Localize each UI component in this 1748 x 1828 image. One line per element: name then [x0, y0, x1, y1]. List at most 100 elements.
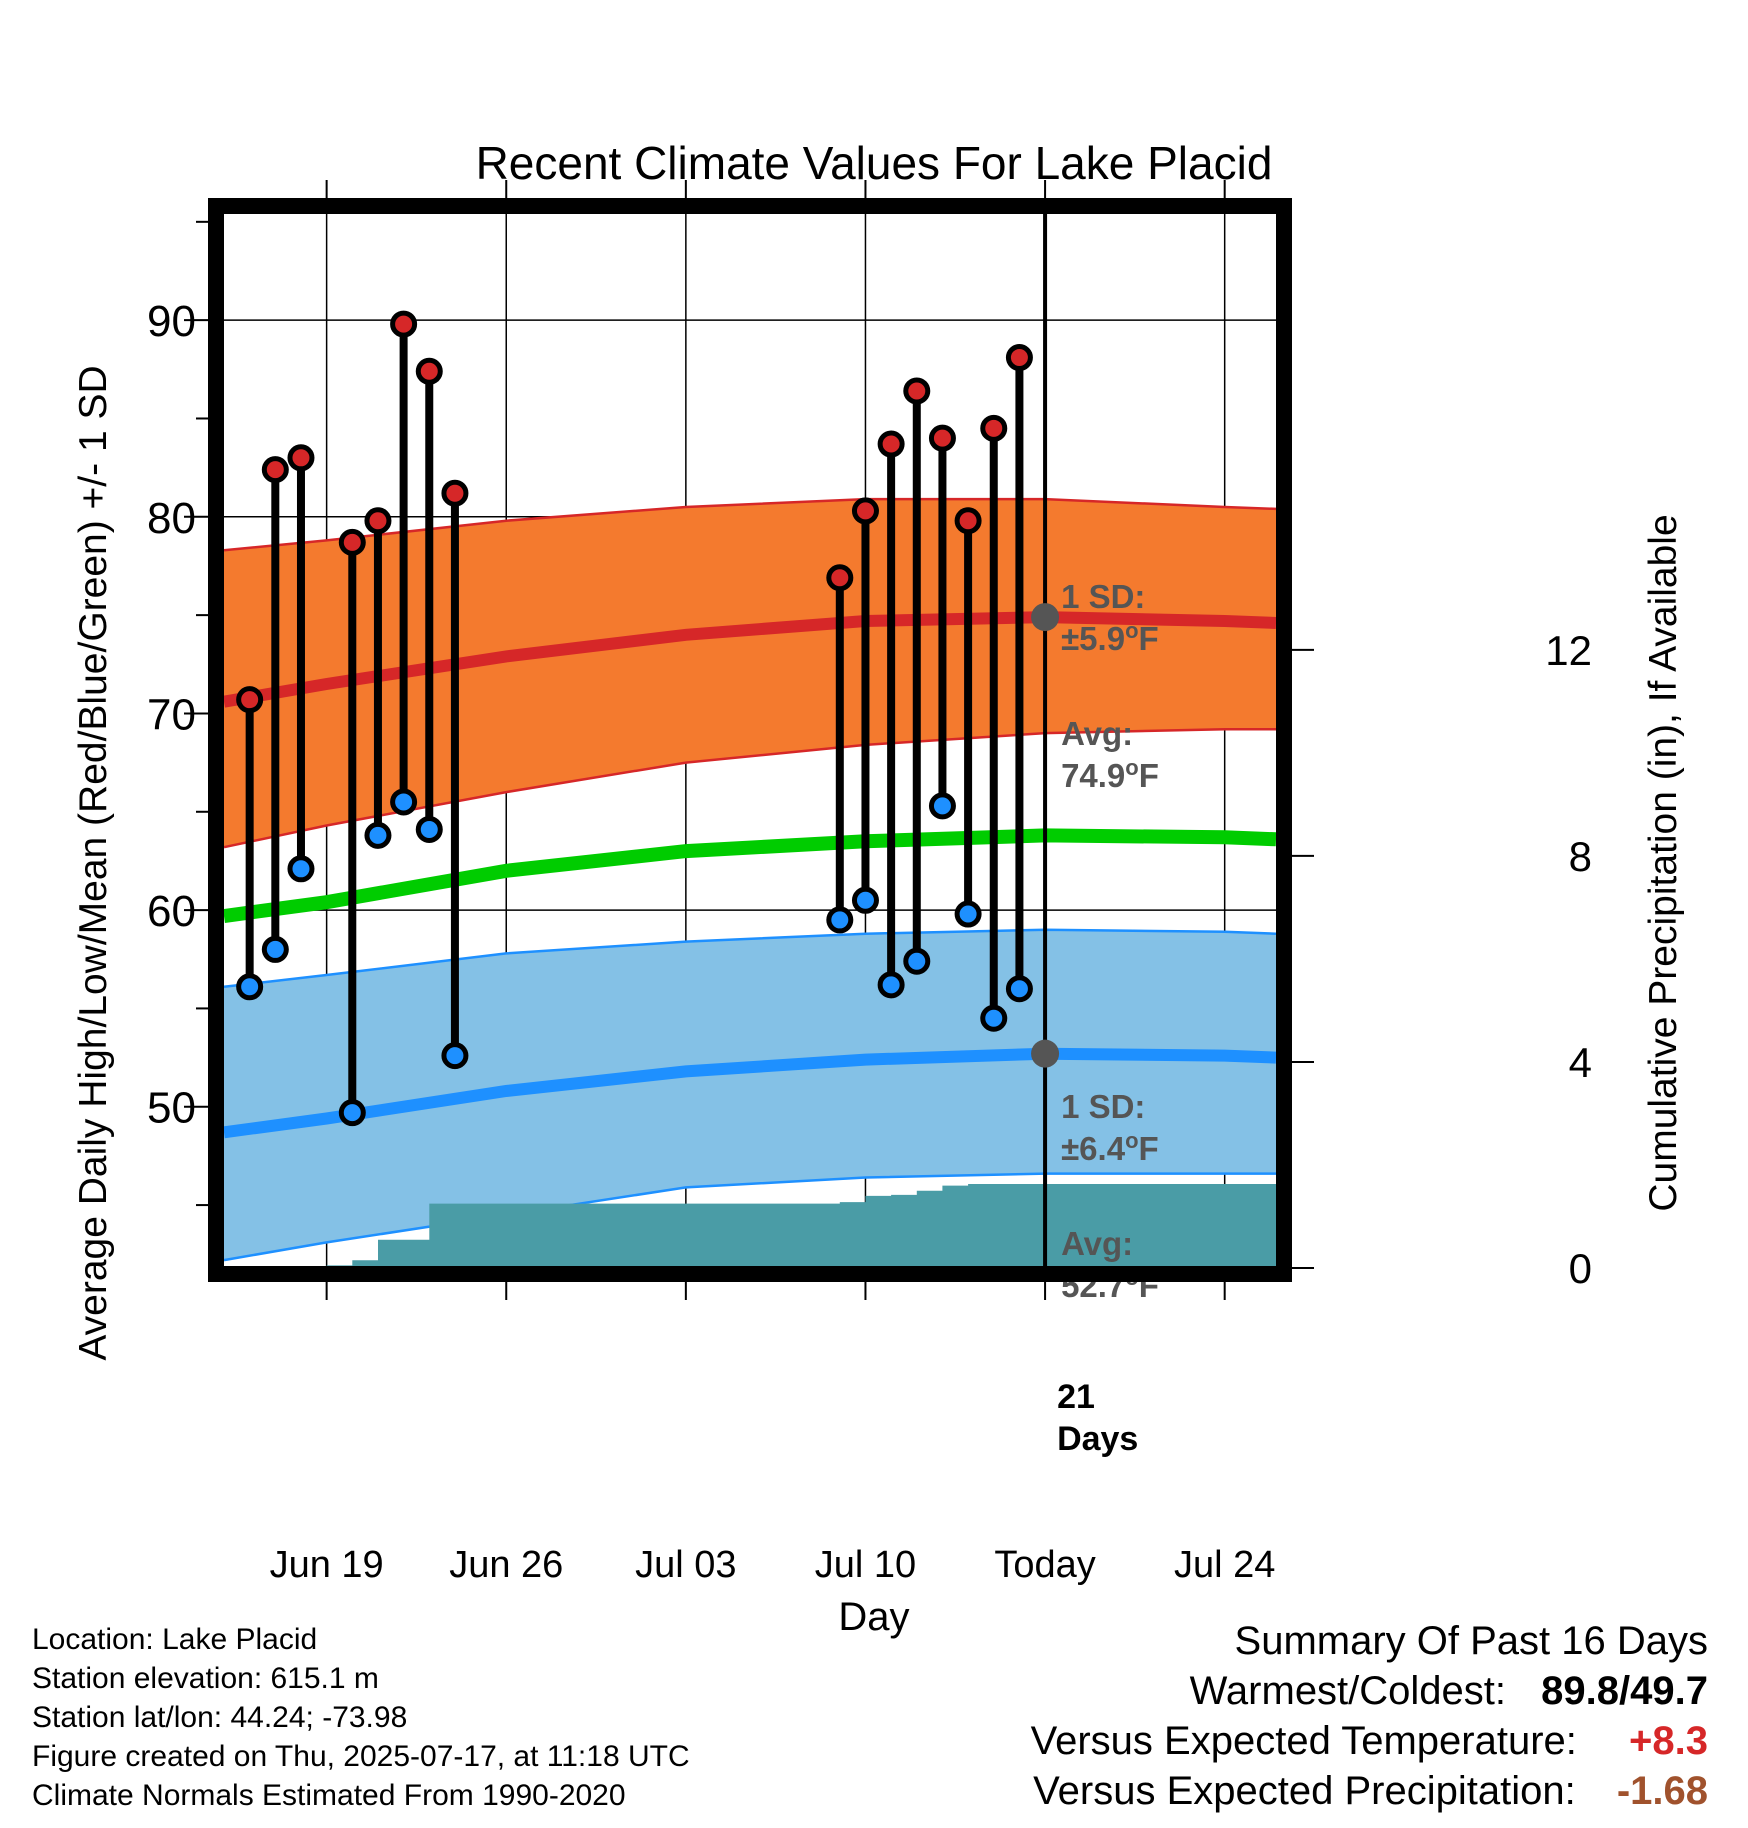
x-tick-label: Today: [994, 1544, 1095, 1586]
y2-tick-label: 0: [1569, 1245, 1592, 1292]
x-axis-label: Day: [838, 1595, 909, 1639]
observation-2025-06-23: [415, 357, 443, 843]
high-point: [364, 507, 392, 535]
high-sd-label: 1 SD:: [1061, 578, 1145, 615]
low-sd-label: 1 SD:: [1061, 1088, 1145, 1125]
observation-2025-07-15: [980, 414, 1008, 1032]
high-point: [261, 456, 289, 484]
high-avg-value: 74.9oF: [1061, 755, 1159, 794]
high-point: [287, 444, 315, 472]
coldest-value: 49.7: [1630, 1669, 1708, 1713]
low-point: [980, 1004, 1008, 1032]
high-avg-label: Avg:: [1061, 715, 1133, 752]
observation-2025-06-16: [236, 686, 264, 1001]
summary-title: Summary Of Past 16 Days: [1234, 1619, 1708, 1663]
observation-2025-07-12: [903, 377, 931, 975]
summary-precip-row: Versus Expected Precipitation: -1.68: [1031, 1766, 1708, 1816]
precipitation-area-fill: [224, 1183, 1276, 1268]
high-sd-value-value: ±5.9: [1061, 620, 1125, 657]
warmest-value: 89.8: [1541, 1669, 1620, 1713]
low-sd-value-value: ±6.4: [1061, 1130, 1126, 1167]
days-number: 21: [1057, 1378, 1095, 1416]
precipitation-area: [224, 1183, 1276, 1268]
station-info: Location: Lake Placid Station elevation:…: [32, 1620, 690, 1815]
observation-2025-06-17: [261, 456, 289, 963]
low-point: [826, 906, 854, 934]
x-tick-label: Jul 03: [635, 1544, 736, 1586]
observation-2025-06-21: [364, 507, 392, 849]
y-tick-label: 80: [147, 494, 196, 543]
plot-frame: [208, 198, 1292, 1282]
low-lower-sd-line: [223, 1172, 1276, 1262]
low-sd-value-degree: o: [1125, 1128, 1138, 1153]
chart-title: Recent Climate Values For Lake Placid: [476, 137, 1273, 189]
high-point: [826, 564, 854, 592]
high-avg-value-value: 74.9: [1061, 757, 1125, 794]
high-sd-value-unit: F: [1139, 620, 1159, 657]
low-point: [261, 935, 289, 963]
value-separator: /: [1619, 1669, 1631, 1713]
observed-temperatures: [236, 310, 1033, 1127]
latlon-text: Station lat/lon: 44.24; -73.98: [32, 1701, 408, 1734]
high-point: [903, 377, 931, 405]
days-word: Days: [1057, 1420, 1138, 1458]
x-tick-label: Jul 24: [1174, 1544, 1275, 1586]
high-point: [877, 430, 905, 458]
low-point: [338, 1099, 366, 1127]
y-tick-label: 90: [147, 297, 196, 346]
high-point: [980, 414, 1008, 442]
low-point: [903, 947, 931, 975]
low-point: [954, 900, 982, 928]
precip-anomaly-label: Versus Expected Precipitation:: [1033, 1769, 1576, 1813]
observation-2025-07-09: [826, 564, 854, 934]
observation-2025-06-22: [390, 310, 418, 816]
high-sd-value-degree: o: [1125, 618, 1138, 643]
observation-2025-07-13: [928, 424, 956, 820]
elevation-text: Station elevation: 615.1 m: [32, 1662, 379, 1695]
y2-tick-label: 8: [1569, 833, 1592, 880]
low-point: [441, 1042, 469, 1070]
low-point: [928, 792, 956, 820]
high-sd-value: ±5.9oF: [1061, 618, 1159, 657]
observation-2025-07-11: [877, 430, 905, 999]
x-tick-label: Jun 26: [449, 1544, 563, 1586]
high-point: [390, 310, 418, 338]
y-axis-label: Average Daily High/Low/Mean (Red/Blue/Gr…: [72, 365, 115, 1360]
low-point: [390, 788, 418, 816]
low-point: [364, 821, 392, 849]
y2-tick-label: 12: [1545, 627, 1592, 674]
high-point: [415, 357, 443, 385]
high-average-line: [222, 611, 1277, 708]
observation-2025-06-24: [441, 479, 469, 1070]
observation-2025-06-18: [287, 444, 315, 883]
high-point: [954, 507, 982, 535]
high-point: [338, 528, 366, 556]
low-point: [415, 815, 443, 843]
observation-2025-07-14: [954, 507, 982, 928]
summary-warmest-coldest: Warmest/Coldest: 89.8/49.7: [1031, 1666, 1708, 1716]
y2-axis-label: Cumulative Precipitation (in), If Availa…: [1642, 514, 1685, 1211]
high-point: [851, 497, 879, 525]
observation-2025-07-10: [851, 497, 879, 914]
low-sd-value-unit: F: [1139, 1130, 1159, 1167]
temp-anomaly-label: Versus Expected Temperature:: [1030, 1719, 1577, 1763]
low-point: [1005, 975, 1033, 1003]
low-point: [287, 855, 315, 883]
location-text: Location: Lake Placid: [32, 1623, 318, 1656]
high-avg-value-degree: o: [1125, 755, 1138, 780]
observation-2025-07-16: [1005, 344, 1033, 1003]
low-point: [851, 886, 879, 914]
today-high-average-marker: [1031, 603, 1060, 632]
low-point: [877, 971, 905, 999]
low-avg-label: Avg:: [1061, 1225, 1133, 1262]
high-sd-band: [224, 499, 1276, 848]
low-sd-band: [224, 929, 1276, 1261]
observation-2025-06-20: [338, 528, 366, 1127]
y-tick-label: 70: [147, 690, 196, 739]
y-tick-label: 60: [147, 887, 196, 936]
x-tick-label: Jul 10: [815, 1544, 916, 1586]
high-point: [236, 686, 264, 714]
high-avg-value-unit: F: [1139, 757, 1159, 794]
mean-average-line: [223, 828, 1277, 923]
